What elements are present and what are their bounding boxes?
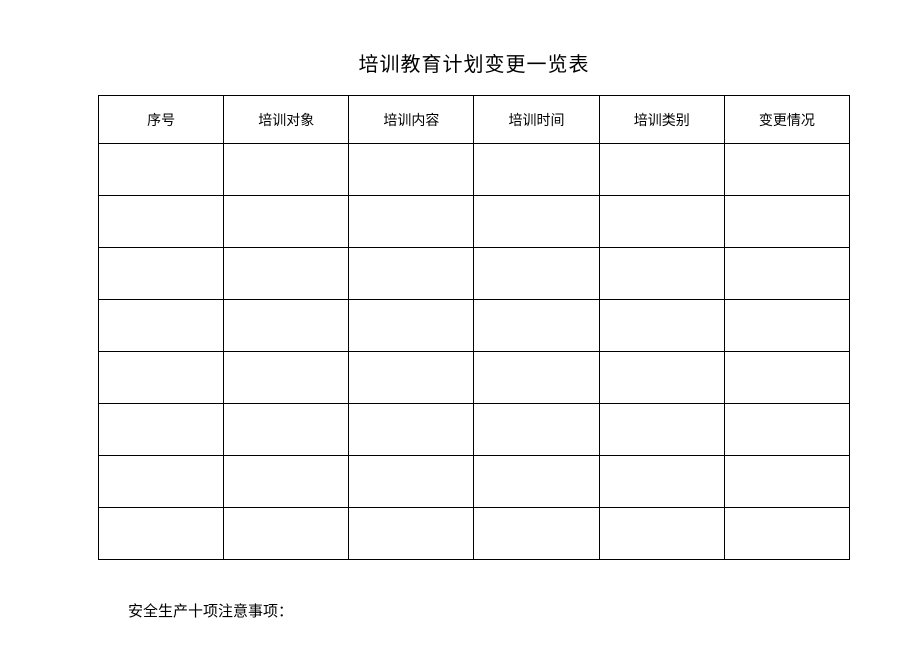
col-header-time: 培训时间: [474, 96, 599, 144]
table-row: [99, 456, 850, 508]
table-row: [99, 196, 850, 248]
table-row: [99, 508, 850, 560]
table-row: [99, 248, 850, 300]
table-header-row: 序号 培训对象 培训内容 培训时间 培训类别 变更情况: [99, 96, 850, 144]
col-header-content: 培训内容: [349, 96, 474, 144]
table-row: [99, 352, 850, 404]
document-container: 培训教育计划变更一览表 序号 培训对象 培训内容 培训时间 培训类别 变更情况 …: [0, 0, 920, 621]
col-header-index: 序号: [99, 96, 224, 144]
col-header-category: 培训类别: [599, 96, 724, 144]
col-header-target: 培训对象: [224, 96, 349, 144]
page-title: 培训教育计划变更一览表: [98, 48, 850, 77]
table-row: [99, 300, 850, 352]
col-header-change: 变更情况: [724, 96, 849, 144]
table-row: [99, 144, 850, 196]
footer-note: 安全生产十项注意事项：: [128, 600, 850, 621]
table-body: [99, 144, 850, 560]
training-change-table: 序号 培训对象 培训内容 培训时间 培训类别 变更情况: [98, 95, 850, 560]
table-row: [99, 404, 850, 456]
